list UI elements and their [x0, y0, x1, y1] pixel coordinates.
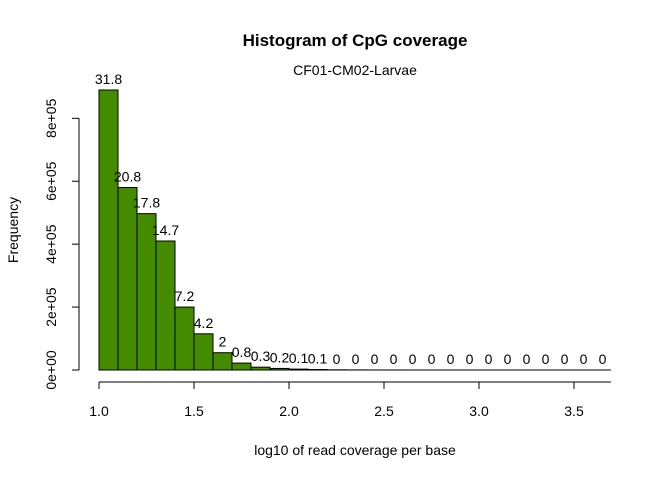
bar-value-label: 0 — [485, 351, 493, 367]
y-tick-label: 2e+05 — [43, 287, 59, 327]
bar-value-label: 0 — [333, 351, 341, 367]
bar-value-label: 20.8 — [114, 169, 141, 185]
x-axis-label: log10 of read coverage per base — [254, 442, 456, 458]
bar-value-label: 14.7 — [152, 222, 179, 238]
x-tick-label: 1.5 — [184, 403, 204, 419]
bar-value-label: 0.2 — [270, 349, 290, 365]
y-tick-label: 4e+05 — [43, 224, 59, 264]
x-tick-label: 2.0 — [279, 403, 299, 419]
bar-value-label: 2 — [219, 334, 227, 350]
bar-value-label: 7.2 — [175, 288, 195, 304]
bar-value-label: 0 — [542, 351, 550, 367]
histogram-bar — [117, 187, 138, 371]
x-tick-label: 2.5 — [374, 403, 394, 419]
bar-value-label: 0.1 — [308, 351, 328, 367]
y-axis-label: Frequency — [5, 197, 21, 263]
bar-value-label: 0.8 — [232, 344, 252, 360]
histogram-bar — [212, 352, 233, 371]
histogram-bar — [231, 362, 252, 371]
bar-value-label: 0 — [409, 351, 417, 367]
bar-value-label: 0 — [466, 351, 474, 367]
x-axis: 1.0 1.5 2.0 2.5 3.0 3.5 — [89, 369, 611, 419]
bars-group — [98, 89, 556, 371]
y-axis: 0e+00 2e+05 4e+05 6e+05 8e+05 — [43, 98, 80, 390]
bar-labels-group: 31.820.817.814.77.24.220.8 0.3 0.2 0.1 0.1 0 0… — [95, 71, 607, 367]
histogram-bar — [174, 306, 195, 371]
y-tick-label: 8e+05 — [43, 98, 59, 138]
bar-value-label: 0 — [371, 351, 379, 367]
chart-title: Histogram of CpG coverage — [243, 31, 468, 50]
bar-value-label: 0 — [523, 351, 531, 367]
histogram-bar — [193, 333, 214, 371]
y-tick-label: 6e+05 — [43, 161, 59, 201]
chart-subtitle: CF01-CM02-Larvae — [293, 62, 417, 78]
bar-value-label: 0.3 — [251, 348, 271, 364]
bar-value-label: 17.8 — [133, 195, 160, 211]
bar-value-label: 0 — [504, 351, 512, 367]
x-tick-label: 1.0 — [89, 403, 109, 419]
bar-value-label: 0 — [447, 351, 455, 367]
bar-value-label: 4.2 — [194, 315, 214, 331]
y-tick-label: 0e+00 — [43, 350, 59, 390]
x-tick-label: 3.0 — [469, 403, 489, 419]
bar-value-label: 0 — [561, 351, 569, 367]
bar-value-label: 0 — [352, 351, 360, 367]
bar-value-label: 0.1 — [289, 350, 309, 366]
histogram-bar — [155, 240, 176, 371]
bar-value-label: 0 — [599, 351, 607, 367]
bar-value-label: 0 — [580, 351, 588, 367]
x-tick-label: 3.5 — [564, 403, 584, 419]
histogram-bar — [98, 89, 119, 371]
bar-value-label: 0 — [390, 351, 398, 367]
bar-value-label: 0 — [428, 351, 436, 367]
bar-value-label: 31.8 — [95, 71, 122, 87]
